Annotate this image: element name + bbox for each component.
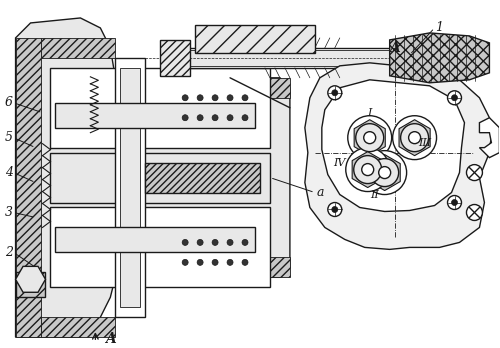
Text: I: I <box>368 108 372 118</box>
Polygon shape <box>146 163 260 192</box>
Circle shape <box>364 132 376 144</box>
Circle shape <box>182 259 188 266</box>
Circle shape <box>182 95 188 101</box>
Text: 1: 1 <box>436 22 444 34</box>
Text: 6: 6 <box>4 96 12 109</box>
Polygon shape <box>240 258 290 277</box>
Polygon shape <box>240 78 290 98</box>
Circle shape <box>346 148 390 191</box>
Circle shape <box>448 91 462 105</box>
Circle shape <box>242 115 248 121</box>
Circle shape <box>348 116 392 160</box>
Bar <box>120 68 141 307</box>
Bar <box>16 272 46 297</box>
Circle shape <box>227 259 233 266</box>
Circle shape <box>242 239 248 245</box>
Polygon shape <box>369 155 400 191</box>
Polygon shape <box>354 120 386 156</box>
Polygon shape <box>352 152 384 188</box>
Circle shape <box>197 239 203 245</box>
Circle shape <box>242 95 248 101</box>
Polygon shape <box>322 80 464 212</box>
Bar <box>170 48 420 68</box>
Polygon shape <box>305 63 492 250</box>
Circle shape <box>227 115 233 121</box>
Circle shape <box>448 196 462 209</box>
Polygon shape <box>16 18 290 337</box>
Text: A: A <box>390 41 400 55</box>
Text: a: a <box>316 186 324 199</box>
Circle shape <box>452 95 458 101</box>
Bar <box>195 25 315 53</box>
Polygon shape <box>40 38 116 58</box>
Circle shape <box>408 132 420 144</box>
Bar <box>56 103 255 128</box>
Circle shape <box>332 90 338 96</box>
Polygon shape <box>16 266 46 292</box>
Circle shape <box>212 115 218 121</box>
Circle shape <box>356 124 384 152</box>
Circle shape <box>354 156 382 183</box>
Text: 3: 3 <box>4 206 12 219</box>
Bar <box>50 207 270 287</box>
Circle shape <box>212 259 218 266</box>
Circle shape <box>392 116 436 160</box>
Polygon shape <box>480 118 500 158</box>
Circle shape <box>328 203 342 216</box>
Text: II: II <box>370 190 379 199</box>
Bar <box>50 68 270 148</box>
Circle shape <box>182 239 188 245</box>
Circle shape <box>197 115 203 121</box>
Text: 5: 5 <box>4 131 12 144</box>
Circle shape <box>212 239 218 245</box>
Text: 4: 4 <box>4 166 12 179</box>
Circle shape <box>332 206 338 213</box>
Circle shape <box>378 167 390 179</box>
Bar <box>50 153 270 203</box>
Circle shape <box>197 259 203 266</box>
Circle shape <box>328 86 342 100</box>
Circle shape <box>362 151 406 195</box>
Text: III: III <box>418 138 431 148</box>
Text: IV: IV <box>334 158 346 168</box>
Polygon shape <box>390 33 490 83</box>
Circle shape <box>370 159 398 187</box>
Circle shape <box>212 95 218 101</box>
Bar <box>116 58 146 317</box>
Bar <box>170 50 420 66</box>
Bar <box>56 228 255 252</box>
Circle shape <box>227 95 233 101</box>
Circle shape <box>452 199 458 206</box>
Circle shape <box>227 239 233 245</box>
Circle shape <box>362 164 374 176</box>
Circle shape <box>182 115 188 121</box>
Polygon shape <box>399 120 430 156</box>
Text: A: A <box>106 332 116 346</box>
Polygon shape <box>40 317 116 337</box>
Circle shape <box>400 124 428 152</box>
Circle shape <box>466 165 482 181</box>
Circle shape <box>242 259 248 266</box>
Text: 2: 2 <box>4 246 12 259</box>
Polygon shape <box>16 38 40 337</box>
Bar <box>160 40 190 76</box>
Circle shape <box>466 205 482 221</box>
Circle shape <box>197 95 203 101</box>
